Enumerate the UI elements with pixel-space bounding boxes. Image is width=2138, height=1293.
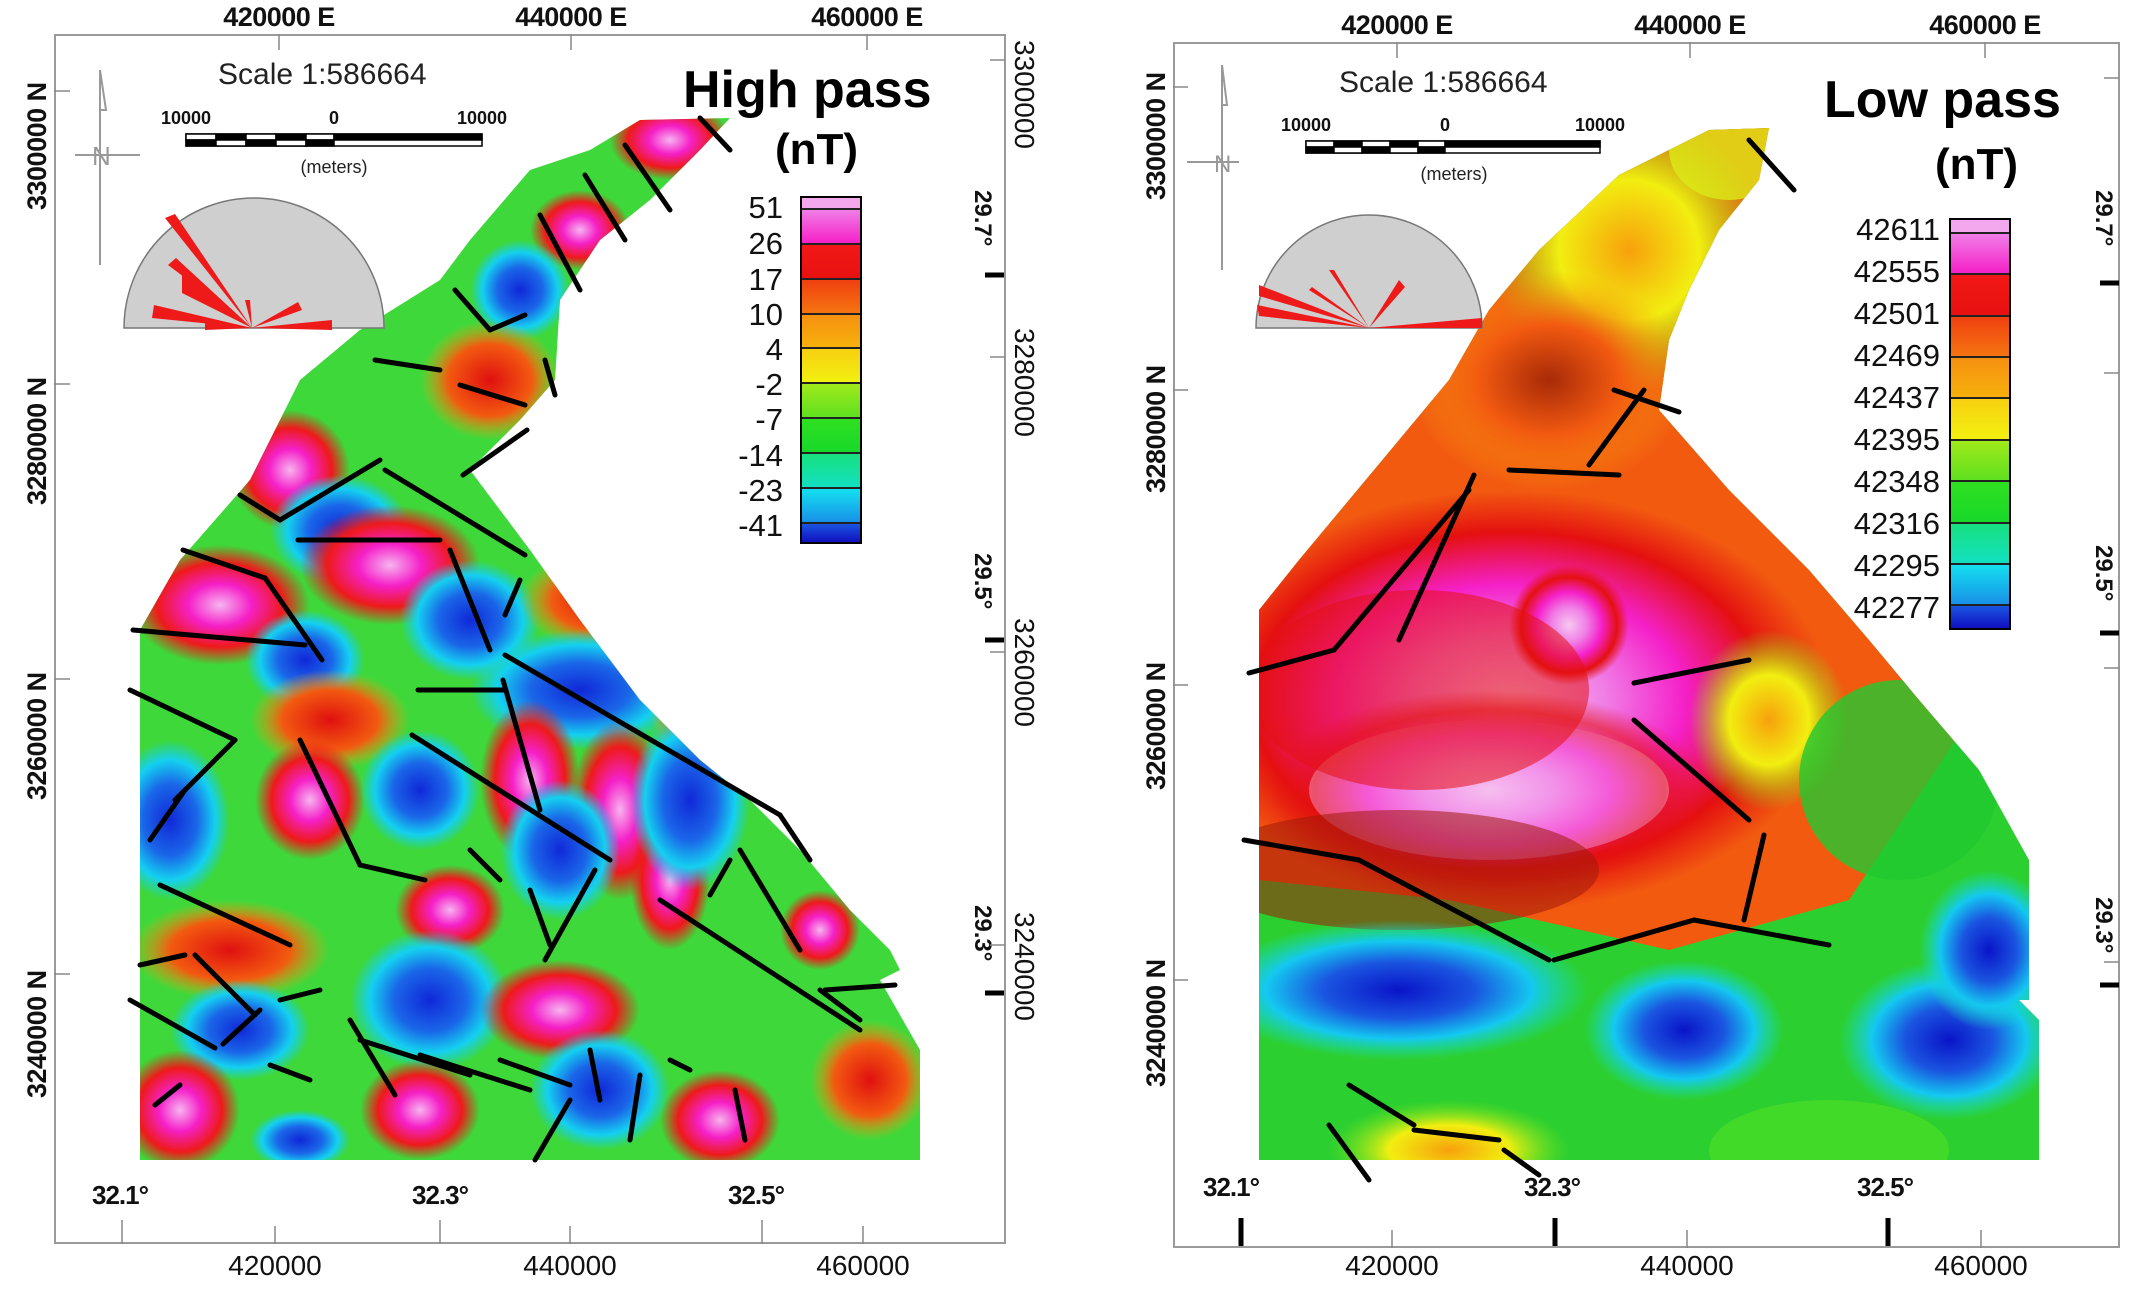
legend-label: 10	[748, 297, 783, 332]
longitude-label: 32.1°	[91, 1180, 149, 1210]
legend-label: -7	[755, 402, 783, 437]
legend-label: 17	[748, 262, 783, 297]
legend-label: 42501	[1853, 296, 1940, 331]
legend-label: -2	[755, 367, 783, 402]
longitude-label: 32.5°	[1856, 1172, 1914, 1202]
scale-title: Scale 1:586664	[218, 58, 427, 91]
color-legend	[800, 196, 862, 544]
scale-right: 10000	[1574, 115, 1626, 135]
legend-swatch	[802, 454, 860, 489]
legend-swatch	[1951, 482, 2009, 524]
rose-diagram	[1255, 214, 1483, 329]
scale-bar	[185, 133, 483, 147]
legend-swatch	[1951, 564, 2009, 607]
legend-label: 42555	[1853, 254, 1940, 289]
low-pass-panel: 420000 E 440000 E 460000 E 3300000 N 328…	[1069, 0, 2138, 1293]
scale-units: (meters)	[1420, 164, 1488, 184]
legend-swatch	[1951, 316, 2009, 358]
legend-swatch	[802, 279, 860, 315]
color-legend	[1949, 218, 2011, 630]
scale-units: (meters)	[300, 157, 368, 177]
svg-text:N: N	[1214, 151, 1231, 178]
legend-swatch	[802, 384, 860, 420]
legend-label: 42348	[1853, 464, 1940, 499]
longitude-label: 32.3°	[411, 1180, 469, 1210]
legend-label: -41	[738, 508, 783, 543]
legend-swatch	[1951, 275, 2009, 317]
scale-left: 10000	[1280, 115, 1332, 135]
legend-swatch	[802, 489, 860, 524]
scale-title: Scale 1:586664	[1339, 66, 1548, 99]
top-axis-label: 420000 E	[1341, 10, 1453, 40]
legend-swatch	[802, 244, 860, 280]
scale-bar	[1305, 140, 1601, 154]
panel-title: Low pass	[1824, 71, 2061, 129]
scale-left: 10000	[160, 108, 212, 128]
legend-label: 42395	[1853, 422, 1940, 457]
legend-swatch	[802, 523, 860, 542]
legend-label: 42316	[1853, 506, 1940, 541]
legend-swatch	[1951, 523, 2009, 565]
legend-swatch	[1951, 606, 2009, 628]
legend-label: 26	[748, 226, 783, 261]
legend-swatch	[1951, 357, 2009, 400]
high-pass-map-graphic: N	[75, 69, 920, 1163]
legend-label: 42469	[1853, 338, 1940, 373]
legend-label: 4	[765, 332, 783, 367]
north-arrow-icon: N	[75, 69, 140, 265]
bottom-axis-label: 460000	[1934, 1250, 2028, 1281]
legend-swatch	[1951, 440, 2009, 483]
legend-swatch	[802, 419, 860, 455]
legend-swatch	[802, 209, 860, 245]
legend-label: -23	[738, 473, 783, 508]
high-pass-panel: 420000 E 440000 E 460000 E 3300000 N 328…	[22, 2, 1040, 1281]
legend-label: 42295	[1853, 548, 1940, 583]
north-arrow-icon: N	[1187, 64, 1239, 270]
scale-right: 10000	[456, 108, 508, 128]
legend-swatch	[1951, 233, 2009, 276]
top-axis-label: 440000 E	[1634, 10, 1746, 40]
legend-swatch	[1951, 220, 2009, 234]
panel-title: High pass	[683, 61, 932, 119]
lineament-lines	[1241, 137, 1832, 1183]
longitude-label: 32.5°	[727, 1180, 785, 1210]
legend-label: 42611	[1856, 212, 1940, 247]
scale-center: 0	[328, 108, 340, 128]
legend-swatch	[802, 198, 860, 210]
legend-label: 42277	[1853, 590, 1940, 625]
bottom-axis-label: 460000	[816, 1250, 910, 1281]
longitude-label: 32.1°	[1202, 1172, 1260, 1202]
top-axis-label: 460000 E	[811, 2, 923, 32]
top-axis-label: 420000 E	[223, 2, 335, 32]
bottom-axis-label: 420000	[1345, 1250, 1439, 1281]
top-axis-label: 460000 E	[1929, 10, 2041, 40]
legend-label: -14	[738, 438, 783, 473]
lineament-lines	[127, 115, 898, 1163]
legend-swatch	[802, 314, 860, 350]
legend-label: 51	[748, 190, 783, 225]
rose-diagram	[123, 197, 385, 330]
scale-center: 0	[1439, 115, 1451, 135]
bottom-axis-label: 420000	[228, 1250, 322, 1281]
legend-label: 42437	[1853, 380, 1940, 415]
low-pass-map-graphic: N	[1187, 64, 2039, 1183]
longitude-label: 32.3°	[1523, 1172, 1581, 1202]
top-axis-label: 440000 E	[515, 2, 627, 32]
legend-swatch	[802, 349, 860, 385]
svg-text:N: N	[92, 141, 111, 171]
legend-swatch	[1951, 399, 2009, 441]
panel-unit: (nT)	[1935, 140, 2019, 189]
bottom-axis-label: 440000	[1640, 1250, 1734, 1281]
bottom-axis-label: 440000	[523, 1250, 617, 1281]
panel-unit: (nT)	[775, 125, 859, 174]
